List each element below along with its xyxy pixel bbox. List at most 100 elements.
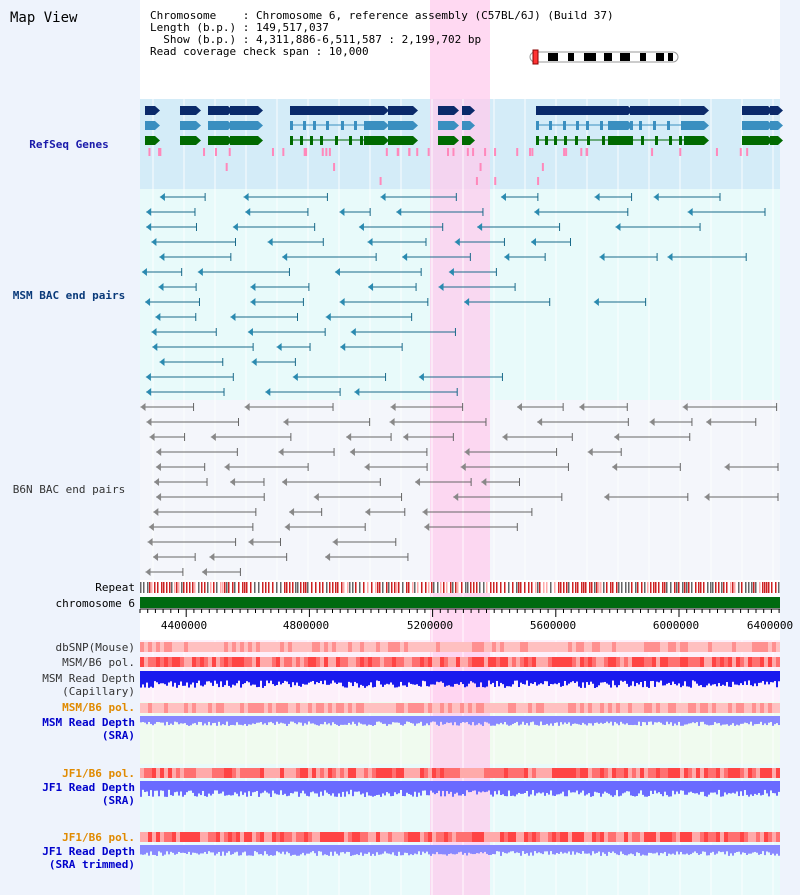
polymorphism-cell [204, 768, 208, 778]
read-depth-bar [244, 671, 246, 684]
read-depth-bar [680, 671, 682, 688]
read-depth-bar [196, 671, 198, 684]
read-depth-bar [750, 716, 752, 722]
polymorphism-cell [576, 832, 580, 842]
read-depth-bar [552, 845, 554, 855]
gene-strand-arrow [470, 121, 475, 130]
polymorphism-cell [744, 657, 748, 667]
polymorphism-cell [736, 657, 740, 667]
polymorphism-cell [552, 768, 556, 778]
read-depth-bar [374, 845, 376, 856]
polymorphism-cell [772, 768, 776, 778]
repeat-mark [265, 582, 267, 593]
read-depth-bar [296, 845, 298, 856]
repeat-mark [635, 582, 637, 593]
read-depth-bar [198, 781, 200, 794]
polymorphism-cell [632, 768, 636, 778]
polymorphism-cell [468, 832, 472, 842]
polymorphism-cell [196, 768, 200, 778]
polymorphism-cell [152, 768, 156, 778]
repeat-mark [748, 582, 750, 593]
read-depth-bar [704, 781, 706, 797]
read-depth-bar [246, 671, 248, 682]
polymorphism-cell [336, 657, 340, 667]
read-depth-bar [410, 781, 412, 795]
read-depth-bar [692, 781, 694, 793]
read-depth-bar [162, 845, 164, 856]
read-depth-bar [168, 781, 170, 790]
polymorphism-cell [688, 642, 692, 652]
read-depth-bar [482, 671, 484, 688]
read-depth-bar [402, 671, 404, 686]
read-depth-bar [704, 845, 706, 852]
read-depth-bar [514, 716, 516, 723]
polymorphism-cell [420, 642, 424, 652]
polymorphism-cell [308, 657, 312, 667]
track-label-b6n-bac[interactable]: B6N BAC end pairs [12, 483, 126, 496]
read-depth-bar [414, 716, 416, 726]
read-depth-bar [770, 716, 772, 722]
read-depth-bar [542, 671, 544, 685]
read-depth-bar [230, 845, 232, 855]
read-depth-bar [556, 716, 558, 723]
polymorphism-cell [552, 657, 556, 667]
read-depth-bar [558, 671, 560, 683]
polymorphism-cell [716, 642, 720, 652]
polymorphism-cell [408, 657, 412, 667]
repeat-mark [443, 582, 445, 593]
read-depth-bar [422, 716, 424, 726]
read-depth-bar [332, 781, 334, 794]
read-depth-bar [480, 845, 482, 853]
polymorphism-cell [388, 642, 392, 652]
polymorphism-cell [664, 832, 668, 842]
bac-end-arrow [354, 388, 360, 396]
polymorphism-cell [300, 768, 304, 778]
bac-end-arrow [724, 463, 730, 471]
read-depth-bar [758, 671, 760, 683]
polymorphism-cell [592, 768, 596, 778]
read-depth-bar [546, 716, 548, 724]
polymorphism-cell [588, 703, 592, 713]
polymorphism-cell [440, 832, 444, 842]
read-depth-bar [412, 671, 414, 685]
read-depth-bar [764, 671, 766, 685]
read-depth-bar [150, 671, 152, 687]
read-depth-bar [434, 716, 436, 722]
read-depth-bar [430, 845, 432, 856]
polymorphism-cell [184, 657, 188, 667]
read-depth-bar [490, 781, 492, 795]
bac-end-arrow [278, 448, 284, 456]
read-depth-bar [376, 781, 378, 795]
read-depth-bar [688, 671, 690, 687]
read-depth-bar [382, 845, 384, 854]
read-depth-bar [372, 781, 374, 797]
read-depth-bar [322, 716, 324, 725]
track-label-refseq[interactable]: RefSeq Genes [29, 138, 109, 151]
read-depth-bar [600, 671, 602, 683]
track-label-msm-bac[interactable]: MSM BAC end pairs [12, 289, 126, 302]
read-depth-bar [752, 781, 754, 796]
gene-strand-arrow [778, 106, 783, 115]
read-depth-bar [208, 845, 210, 852]
read-depth-bar [446, 671, 448, 686]
polymorphism-cell [436, 642, 440, 652]
polymorphism-cell [284, 703, 288, 713]
track-label-chromosome: chromosome 6 [55, 597, 135, 610]
read-depth-bar [458, 716, 460, 726]
polymorphism-cell [628, 642, 632, 652]
polymorphism-cell [732, 703, 736, 713]
read-depth-bar [766, 671, 768, 682]
polymorphism-cell [772, 642, 776, 652]
polymorphism-cell [336, 832, 340, 842]
read-depth-bar [164, 671, 166, 685]
read-depth-bar [744, 671, 746, 682]
read-depth-bar [694, 716, 696, 724]
polymorphism-cell [456, 832, 460, 842]
read-depth-bar [148, 716, 150, 722]
bac-end-arrow [153, 553, 159, 561]
repeat-mark [161, 582, 163, 593]
bac-end-arrow [403, 433, 409, 441]
repeat-mark [329, 582, 331, 593]
read-depth-bar [236, 716, 238, 723]
